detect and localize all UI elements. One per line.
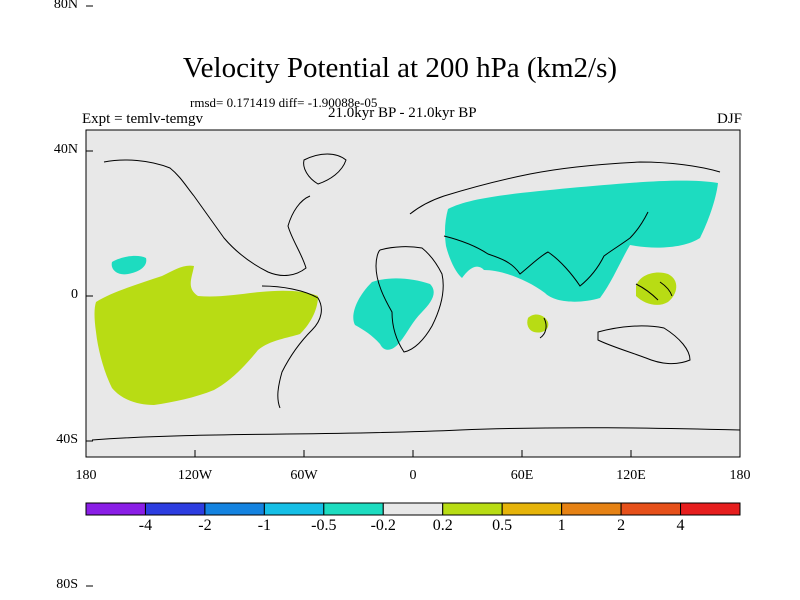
y-tick-label: 80S bbox=[56, 577, 78, 592]
colorbar-swatch bbox=[85, 502, 146, 516]
x-tick-label: 60E bbox=[510, 468, 534, 483]
period-label: 21.0kyr BP - 21.0kyr BP bbox=[328, 105, 477, 121]
positive-region-indian-ocean bbox=[527, 314, 549, 333]
colorbar-label: -0.2 bbox=[370, 517, 396, 534]
y-tick-label: 40N bbox=[53, 142, 78, 157]
y-tick-label: 80N bbox=[53, 0, 78, 12]
colorbar-swatch bbox=[204, 502, 265, 516]
negative-region-asia bbox=[444, 180, 718, 302]
coastlines bbox=[91, 153, 740, 441]
colorbar-swatch bbox=[442, 502, 503, 516]
rmsd-stats: rmsd= 0.171419 diff= -1.90088e-05 bbox=[190, 95, 378, 110]
x-axis-ticks bbox=[85, 450, 741, 457]
colorbar-swatch bbox=[680, 502, 741, 516]
x-tick-label: 120E bbox=[616, 468, 646, 483]
y-axis-ticks bbox=[86, 5, 93, 587]
colorbar-swatch bbox=[263, 502, 325, 516]
y-tick-label: 0 bbox=[71, 287, 78, 302]
x-tick-label: 180 bbox=[729, 468, 751, 483]
colorbar-label: -4 bbox=[138, 517, 153, 534]
colorbar-label: 0.2 bbox=[432, 517, 453, 534]
season-label: DJF bbox=[716, 111, 742, 127]
map-title: Velocity Potential at 200 hPa (km2/s) bbox=[182, 52, 618, 84]
colorbar-label: -1 bbox=[257, 517, 272, 534]
positive-region-pacific bbox=[94, 265, 318, 405]
x-tick-label: 60W bbox=[290, 468, 318, 483]
colorbar-label: 2 bbox=[617, 517, 626, 534]
colorbar-swatch bbox=[561, 502, 622, 516]
colorbar-label: 4 bbox=[676, 517, 685, 534]
negative-region-atlantic bbox=[353, 278, 434, 350]
x-tick-label: 180 bbox=[75, 468, 97, 483]
x-tick-label: 120W bbox=[177, 468, 213, 483]
colorbar-swatch bbox=[144, 502, 206, 516]
experiment-label: Expt = temlv-temgv bbox=[82, 111, 203, 127]
colorbar-swatch bbox=[382, 502, 444, 516]
colorbar-swatch bbox=[501, 502, 563, 516]
colorbar bbox=[85, 502, 741, 516]
colorbar-swatch bbox=[620, 502, 682, 516]
colorbar-label: 0.5 bbox=[492, 517, 513, 534]
y-tick-label: 40S bbox=[56, 432, 78, 447]
negative-region-hawaii bbox=[111, 255, 147, 275]
x-tick-label: 0 bbox=[409, 468, 417, 483]
colorbar-label: 1 bbox=[557, 517, 566, 534]
positive-region-maritime bbox=[636, 272, 677, 305]
colorbar-swatch bbox=[323, 502, 384, 516]
colorbar-label: -2 bbox=[198, 517, 212, 534]
colorbar-label: -0.5 bbox=[311, 517, 337, 534]
